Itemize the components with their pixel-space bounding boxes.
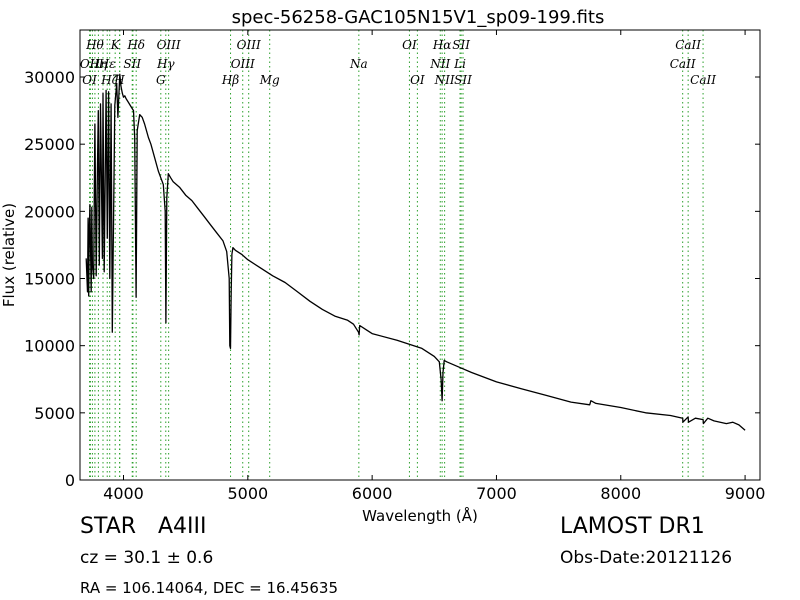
line-marker-label: CaII bbox=[690, 73, 716, 87]
line-marker-label: OIII bbox=[231, 57, 255, 71]
x-tick-label: 7000 bbox=[476, 484, 517, 503]
line-marker-label: NII bbox=[434, 73, 455, 87]
y-axis-label: Flux (relative) bbox=[0, 203, 18, 307]
y-tick-label: 0 bbox=[65, 471, 75, 490]
line-marker-label: SII bbox=[123, 57, 141, 71]
y-tick-label: 30000 bbox=[24, 68, 75, 87]
x-tick-label: 9000 bbox=[725, 484, 766, 503]
line-marker-label: NII bbox=[429, 57, 450, 71]
line-marker-label: CaII bbox=[675, 38, 701, 52]
line-marker-label: CaII bbox=[670, 57, 696, 71]
x-tick-label: 8000 bbox=[600, 484, 641, 503]
line-marker-label: SII bbox=[452, 38, 470, 52]
y-tick-label: 20000 bbox=[24, 202, 75, 221]
x-tick-label: 6000 bbox=[352, 484, 393, 503]
line-marker-label: OI bbox=[402, 38, 417, 52]
line-marker-label: K bbox=[110, 38, 121, 52]
line-marker-label: Hη bbox=[89, 57, 108, 71]
line-marker-label: Hβ bbox=[221, 73, 239, 87]
object-subclass: A4III bbox=[158, 514, 207, 539]
redshift-value: cz = 30.1 ± 0.6 bbox=[80, 548, 214, 568]
line-markers bbox=[89, 30, 704, 480]
spectrum-line bbox=[85, 73, 746, 431]
x-axis-label: Wavelength (Å) bbox=[362, 506, 478, 525]
line-marker-label: Li bbox=[453, 57, 466, 71]
line-marker-label: OI bbox=[82, 73, 97, 87]
coordinates: RA = 106.14064, DEC = 16.45635 bbox=[80, 579, 339, 597]
line-marker-label: Hδ bbox=[126, 38, 145, 52]
line-marker-label: Hθ bbox=[85, 38, 104, 52]
observation-date: Obs-Date:20121126 bbox=[560, 548, 733, 568]
line-marker-labels: OIIOIHθHηHεHζKHSIIHδGHγOIIIHβOIIIOIIIMgN… bbox=[80, 38, 716, 87]
line-marker-label: OIII bbox=[237, 38, 261, 52]
y-tick-label: 15000 bbox=[24, 270, 75, 289]
line-marker-label: SII bbox=[454, 73, 472, 87]
y-tick-label: 10000 bbox=[24, 337, 75, 356]
y-axis-ticks: 0 5000 10000 15000 20000 25000 30000 bbox=[24, 68, 760, 490]
x-tick-label: 4000 bbox=[103, 484, 144, 503]
object-type: STAR bbox=[80, 514, 137, 539]
survey-name: LAMOST DR1 bbox=[560, 514, 705, 539]
x-axis-ticks: 4000 5000 6000 7000 8000 9000 bbox=[103, 30, 765, 503]
line-marker-label: Na bbox=[349, 57, 368, 71]
line-marker-label: Mg bbox=[259, 73, 280, 87]
line-marker-label: Hε bbox=[98, 57, 116, 71]
chart-title: spec-56258-GAC105N15V1_sp09-199.fits bbox=[232, 7, 605, 28]
x-tick-label: 5000 bbox=[227, 484, 268, 503]
line-marker-label: Hα bbox=[432, 38, 452, 52]
y-tick-label: 5000 bbox=[34, 404, 75, 423]
plot-frame bbox=[79, 29, 761, 481]
line-marker-label: OII bbox=[80, 57, 100, 71]
line-marker-label: OIII bbox=[157, 38, 181, 52]
line-marker-label: Hγ bbox=[156, 57, 175, 71]
line-marker-label: OI bbox=[410, 73, 425, 87]
line-marker-label: Hζ bbox=[100, 73, 119, 87]
y-tick-label: 25000 bbox=[24, 135, 75, 154]
line-marker-label: G bbox=[156, 73, 166, 87]
